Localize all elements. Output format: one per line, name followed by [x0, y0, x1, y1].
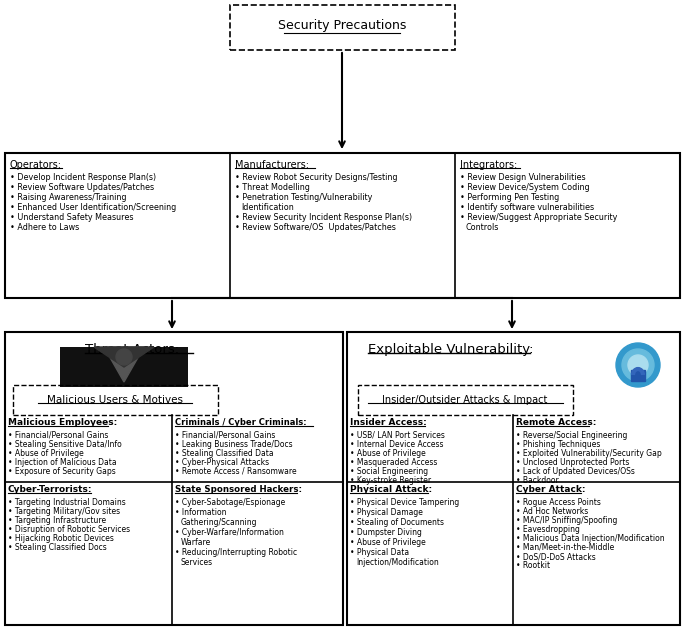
Text: State Sponsored Hackers:: State Sponsored Hackers:: [175, 485, 302, 494]
Text: Integrators:: Integrators:: [460, 160, 517, 170]
Text: Security Precautions: Security Precautions: [278, 19, 407, 32]
Text: • Performing Pen Testing: • Performing Pen Testing: [460, 193, 559, 202]
Text: • Targeting Infrastructure: • Targeting Infrastructure: [8, 516, 106, 525]
Text: • Review Security Incident Response Plan(s): • Review Security Incident Response Plan…: [235, 213, 412, 222]
Text: Insider Access:: Insider Access:: [350, 418, 427, 427]
Text: • DoS/D-DoS Attacks: • DoS/D-DoS Attacks: [516, 552, 596, 561]
Text: • Identify software vulnerabilities: • Identify software vulnerabilities: [460, 203, 594, 212]
Bar: [230, 5, 455, 50]
Text: • Rootkit: • Rootkit: [516, 561, 550, 570]
Text: • Malicious Data Injection/Modification: • Malicious Data Injection/Modification: [516, 534, 664, 543]
Text: • Abuse of Privilege: • Abuse of Privilege: [350, 538, 426, 547]
Text: • Stealing of Documents: • Stealing of Documents: [350, 518, 444, 527]
Text: • Review Design Vulnerabilities: • Review Design Vulnerabilities: [460, 173, 586, 182]
Text: • Hijacking Robotic Devices: • Hijacking Robotic Devices: [8, 534, 114, 543]
Text: Cyber Attack:: Cyber Attack:: [516, 485, 586, 494]
Text: • Unclosed Unprotected Ports: • Unclosed Unprotected Ports: [516, 458, 630, 467]
Text: • Physical Device Tampering: • Physical Device Tampering: [350, 498, 459, 507]
Text: • Review Software/OS  Updates/Patches: • Review Software/OS Updates/Patches: [235, 223, 396, 232]
Text: • Backdoor: • Backdoor: [516, 476, 559, 485]
Circle shape: [622, 349, 654, 381]
Text: • Financial/Personal Gains: • Financial/Personal Gains: [8, 431, 108, 440]
Bar: [631, 370, 645, 381]
Text: • Dumpster Diving: • Dumpster Diving: [350, 528, 422, 537]
Text: • MAC/IP Sniffing/Spoofing: • MAC/IP Sniffing/Spoofing: [516, 516, 617, 525]
Text: Services: Services: [181, 558, 213, 567]
Polygon shape: [94, 347, 154, 367]
Text: • Cyber-Physical Attacks: • Cyber-Physical Attacks: [175, 458, 269, 467]
Text: • Understand Safety Measures: • Understand Safety Measures: [10, 213, 134, 222]
Text: • Abuse of Privilege: • Abuse of Privilege: [350, 449, 426, 458]
Text: Gathering/Scanning: Gathering/Scanning: [181, 518, 258, 527]
Text: Warfare: Warfare: [181, 538, 211, 547]
Text: • Injection of Malicious Data: • Injection of Malicious Data: [8, 458, 116, 467]
Text: • Man/Meet-in-the-Middle: • Man/Meet-in-the-Middle: [516, 543, 614, 552]
Text: • Targeting Military/Gov sites: • Targeting Military/Gov sites: [8, 507, 120, 516]
Text: • Masqueraded Access: • Masqueraded Access: [350, 458, 438, 467]
Text: • Phishing Techniques: • Phishing Techniques: [516, 440, 600, 449]
Text: Identification: Identification: [241, 203, 294, 212]
Text: Malicious Employees:: Malicious Employees:: [8, 418, 117, 427]
Text: Operators:: Operators:: [10, 160, 62, 170]
Text: • Targeting Industrial Domains: • Targeting Industrial Domains: [8, 498, 126, 507]
Circle shape: [628, 355, 648, 375]
Text: Injection/Modification: Injection/Modification: [356, 558, 439, 567]
Text: • Disruption of Robotic Services: • Disruption of Robotic Services: [8, 525, 130, 534]
Text: • Reverse/Social Engineering: • Reverse/Social Engineering: [516, 431, 627, 440]
Text: • Key-stroke Register: • Key-stroke Register: [350, 476, 431, 485]
Text: • Financial/Personal Gains: • Financial/Personal Gains: [175, 431, 275, 440]
Text: • Abuse of Privilege: • Abuse of Privilege: [8, 449, 84, 458]
Text: Manufacturers:: Manufacturers:: [235, 160, 309, 170]
Bar: [60, 347, 188, 387]
Text: • Cyber-Warfare/Information: • Cyber-Warfare/Information: [175, 528, 284, 537]
Text: • Social Engineering: • Social Engineering: [350, 467, 428, 476]
Text: • Review Robot Security Designs/Testing: • Review Robot Security Designs/Testing: [235, 173, 397, 182]
Text: Insider/Outsider Attacks & Impact: Insider/Outsider Attacks & Impact: [382, 395, 548, 405]
Text: Controls: Controls: [466, 223, 499, 232]
Bar: [5, 153, 680, 298]
Text: • USB/ LAN Port Services: • USB/ LAN Port Services: [350, 431, 445, 440]
Text: • Enhanced User Identification/Screening: • Enhanced User Identification/Screening: [10, 203, 176, 212]
Bar: [358, 385, 573, 415]
Text: • Rogue Access Points: • Rogue Access Points: [516, 498, 601, 507]
Bar: [13, 385, 218, 415]
Bar: [347, 332, 680, 625]
Text: • Eavesdropping: • Eavesdropping: [516, 525, 580, 534]
Text: • Exploited Vulnerability/Security Gap: • Exploited Vulnerability/Security Gap: [516, 449, 662, 458]
Circle shape: [116, 349, 132, 365]
Text: • Stealing Classified Docs: • Stealing Classified Docs: [8, 543, 107, 552]
Bar: [5, 332, 343, 625]
Text: • Stealing Sensitive Data/Info: • Stealing Sensitive Data/Info: [8, 440, 122, 449]
Text: • Adhere to Laws: • Adhere to Laws: [10, 223, 79, 232]
Text: • Stealing Classified Data: • Stealing Classified Data: [175, 449, 273, 458]
Text: • Physical Damage: • Physical Damage: [350, 508, 423, 517]
Text: • Remote Access / Ransomware: • Remote Access / Ransomware: [175, 467, 297, 476]
Text: • Internal Device Access: • Internal Device Access: [350, 440, 443, 449]
Text: • Cyber-Sabotage/Espionage: • Cyber-Sabotage/Espionage: [175, 498, 285, 507]
Text: • Lack of Updated Devices/OSs: • Lack of Updated Devices/OSs: [516, 467, 635, 476]
Text: • Review/Suggest Appropriate Security: • Review/Suggest Appropriate Security: [460, 213, 617, 222]
Text: Remote Access:: Remote Access:: [516, 418, 597, 427]
Text: • Physical Data: • Physical Data: [350, 548, 409, 557]
Text: • Ad Hoc Networks: • Ad Hoc Networks: [516, 507, 588, 516]
Text: • Review Software Updates/Patches: • Review Software Updates/Patches: [10, 183, 154, 192]
Text: • Develop Incident Response Plan(s): • Develop Incident Response Plan(s): [10, 173, 156, 182]
Text: Exploitable Vulnerability:: Exploitable Vulnerability:: [368, 343, 534, 356]
Text: Physical Attack:: Physical Attack:: [350, 485, 432, 494]
Text: • Raising Awareness/Training: • Raising Awareness/Training: [10, 193, 127, 202]
Text: Threat Actors:: Threat Actors:: [85, 343, 179, 356]
Text: • Exposure of Security Gaps: • Exposure of Security Gaps: [8, 467, 116, 476]
Circle shape: [616, 343, 660, 387]
Text: Malicious Users & Motives: Malicious Users & Motives: [47, 395, 183, 405]
Text: • Leaking Business Trade/Docs: • Leaking Business Trade/Docs: [175, 440, 292, 449]
Text: • Reducing/Interrupting Robotic: • Reducing/Interrupting Robotic: [175, 548, 297, 557]
Text: • Threat Modelling: • Threat Modelling: [235, 183, 310, 192]
Text: Criminals / Cyber Criminals:: Criminals / Cyber Criminals:: [175, 418, 307, 427]
Text: • Information: • Information: [175, 508, 227, 517]
Text: • Penetration Testing/Vulnerability: • Penetration Testing/Vulnerability: [235, 193, 373, 202]
Text: Cyber-Terrorists:: Cyber-Terrorists:: [8, 485, 92, 494]
Polygon shape: [104, 347, 144, 382]
Text: • Review Device/System Coding: • Review Device/System Coding: [460, 183, 590, 192]
